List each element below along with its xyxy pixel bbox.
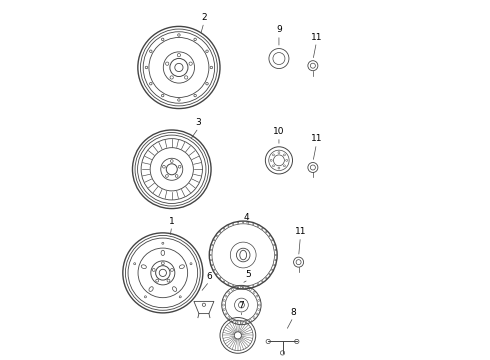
- Text: 1: 1: [169, 217, 174, 226]
- Text: 10: 10: [273, 127, 285, 136]
- Text: 11: 11: [311, 134, 322, 143]
- Text: 7: 7: [239, 301, 245, 310]
- Text: 4: 4: [244, 213, 249, 222]
- Text: 6: 6: [206, 272, 212, 281]
- Text: 11: 11: [294, 227, 306, 236]
- Text: 9: 9: [276, 26, 282, 35]
- Text: 11: 11: [311, 33, 322, 42]
- Text: 2: 2: [201, 13, 207, 22]
- Text: 8: 8: [291, 308, 296, 317]
- Text: 5: 5: [245, 270, 251, 279]
- Text: 3: 3: [196, 118, 201, 127]
